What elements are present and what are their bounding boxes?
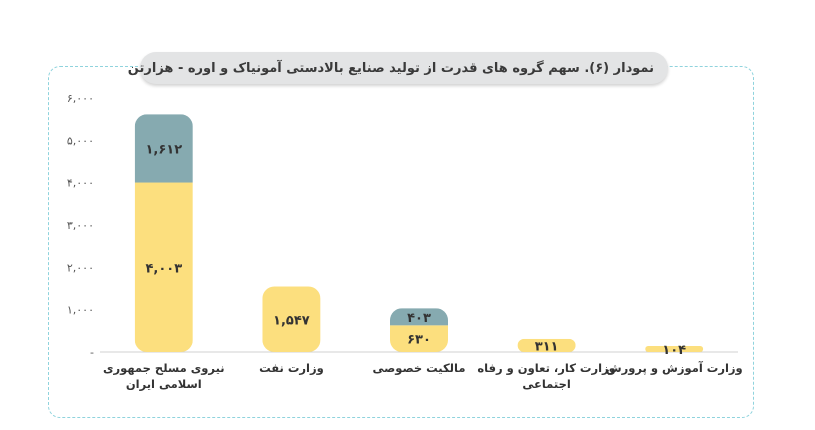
y-tick-label: ۶,۰۰۰ (67, 92, 94, 105)
y-tick-label: ۲,۰۰۰ (67, 261, 94, 274)
y-tick-label: - (90, 346, 94, 359)
x-tick-label: اسلامی ایران (126, 377, 202, 391)
x-tick-label: وزارت نفت (259, 361, 324, 376)
y-tick-label: ۱,۰۰۰ (67, 304, 94, 317)
data-label: ۱۰۴ (662, 343, 686, 358)
bar-segment-primary (390, 325, 448, 352)
bar-segment-primary (262, 286, 321, 352)
x-tick-label: وزارت کار، تعاون و رفاه (477, 361, 615, 376)
data-label: ۱,۵۴۷ (273, 313, 310, 328)
x-tick-label: نیروی مسلح جمهوری (103, 361, 225, 376)
y-tick-label: ۳,۰۰۰ (67, 219, 94, 232)
data-label: ۳۱۱ (535, 339, 559, 354)
bar-segment-secondary (390, 308, 448, 326)
data-label: ۱,۶۱۲ (145, 142, 182, 157)
bar-segment-secondary (134, 114, 193, 183)
bar-segment-primary (134, 182, 193, 352)
data-label: ۶۳۰ (407, 333, 431, 348)
data-label: ۴,۰۰۳ (145, 261, 182, 276)
y-tick-label: ۵,۰۰۰ (67, 134, 94, 147)
x-tick-label: اجتماعی (522, 377, 570, 391)
bar-segment-primary (645, 346, 704, 352)
y-tick-label: ۴,۰۰۰ (67, 177, 94, 190)
x-tick-label: وزارت آموزش و پرورش (606, 361, 743, 376)
chart-title-pill: نمودار (۶). سهم گروه های قدرت از تولید ص… (128, 52, 668, 84)
data-label: ۴۰۳ (407, 311, 431, 326)
bar-segment-primary (517, 338, 576, 352)
x-tick-label: مالکیت خصوصی (373, 361, 466, 376)
chart-title: نمودار (۶). سهم گروه های قدرت از تولید ص… (127, 60, 654, 76)
